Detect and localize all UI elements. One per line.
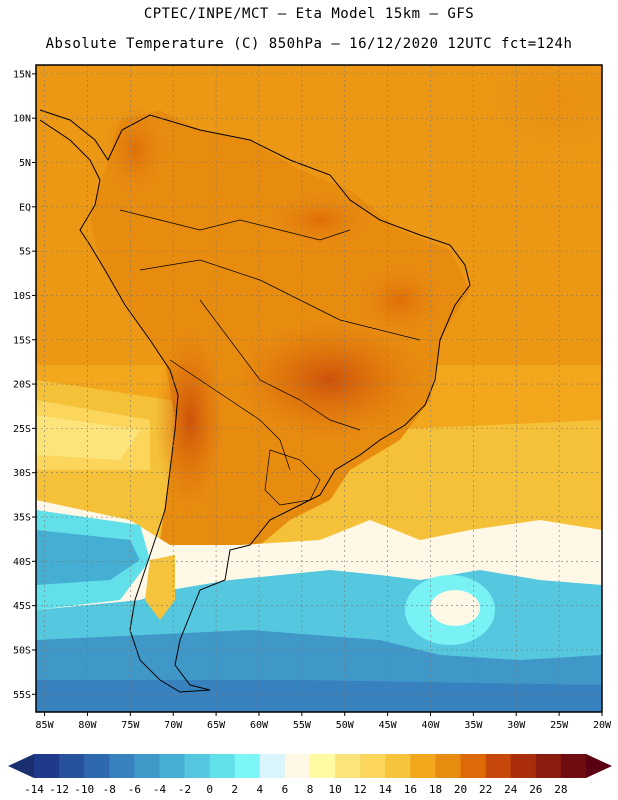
colorbar-tick-label: 6 [282, 783, 289, 796]
colorbar-tick-label: -4 [153, 783, 167, 796]
lat-label: 10S [13, 291, 31, 302]
lon-label: 50W [336, 720, 355, 731]
color-scale-legend: -14 -12 -10 -8 -6 -4 -2 0 2 4 6 8 10 12 14 16 18 20 22 24 26… [8, 754, 612, 796]
colorbar-tick-label: -14 [24, 783, 44, 796]
coastline [39, 109, 471, 693]
lon-label: 65W [207, 720, 226, 731]
colorbar-swatch [560, 754, 587, 778]
lon-label: 75W [121, 720, 140, 731]
lon-label: 35W [464, 720, 483, 731]
colorbar-tick-label: 2 [231, 783, 238, 796]
colorbar-swatch [310, 754, 336, 778]
colorbar-tick-label: -10 [74, 783, 94, 796]
colorbar-swatch [460, 754, 487, 778]
colorbar-left-arrow [8, 754, 34, 778]
temperature-map: 15N 10N 5N EQ 5S 10S 15S 20S 25S 30S 35S 40S 45S 50S 5… [13, 64, 612, 731]
lon-label: 25W [550, 720, 569, 731]
colorbar-swatch [510, 754, 537, 778]
colorbar-tick-label: 12 [354, 783, 367, 796]
colorbar-swatch [109, 754, 135, 778]
lat-label: 20S [13, 380, 31, 391]
lat-label: 15S [13, 335, 31, 346]
lat-label: 25S [13, 424, 31, 435]
colorbar-tick-label: 24 [504, 783, 518, 796]
lat-label: 40S [13, 557, 31, 568]
lat-label: 50S [13, 645, 31, 656]
colorbar-swatch [385, 754, 411, 778]
colorbar-tick-label: 28 [554, 783, 567, 796]
colorbar-tick-label: 20 [454, 783, 467, 796]
colorbar-swatch [84, 754, 110, 778]
lat-label: 55S [13, 690, 31, 701]
grid-lines [36, 65, 603, 712]
colorbar-tick-label: 22 [479, 783, 492, 796]
colorbar-swatch [435, 754, 462, 778]
colorbar-tick-label: -12 [49, 783, 69, 796]
lon-label: 60W [250, 720, 269, 731]
colorbar-swatch [259, 754, 286, 778]
lat-label: EQ [19, 202, 31, 213]
colorbar-tick-label: 16 [404, 783, 417, 796]
lon-label: 70W [164, 720, 183, 731]
colorbar-tick-label: -6 [128, 783, 141, 796]
colorbar-tick-label: 14 [379, 783, 393, 796]
colorbar-tick-label: 26 [529, 783, 542, 796]
lat-label: 5S [19, 247, 31, 258]
title-line-2: Absolute Temperature (C) 850hPa – 16/12/… [45, 36, 573, 52]
colorbar-swatch [535, 754, 562, 778]
map-frame [35, 64, 603, 713]
lat-label: 30S [13, 468, 31, 479]
latitude-labels: 15N 10N 5N EQ 5S 10S 15S 20S 25S 30S 35S 40S 45S 50S 5… [13, 69, 36, 701]
lat-label: 45S [13, 601, 31, 612]
longitude-labels: 85W 80W 75W 70W 65W 60W 55W 50W 45W 40W 35W 30W 25W 2… [36, 712, 612, 731]
lon-label: 40W [421, 720, 440, 731]
colorbar-tick-label: 10 [328, 783, 341, 796]
colorbar-swatch [209, 754, 236, 778]
colorbar-tick-label: 18 [429, 783, 442, 796]
colorbar-swatch [184, 754, 211, 778]
lat-label: 15N [13, 69, 31, 80]
lon-label: 20W [593, 720, 612, 731]
colorbar-tick-label: 4 [257, 783, 264, 796]
temperature-field [36, 65, 602, 712]
colorbar-swatch [34, 754, 60, 778]
colorbar-swatch [485, 754, 512, 778]
colorbar-tick-label: 0 [206, 783, 213, 796]
colorbar-swatch [59, 754, 85, 778]
colorbar-swatch [159, 754, 186, 778]
lat-label: 5N [19, 158, 31, 169]
lat-label: 10N [13, 114, 31, 125]
title-line-1: CPTEC/INPE/MCT – Eta Model 15km – GFS [143, 6, 475, 22]
lon-label: 30W [507, 720, 526, 731]
lon-label: 80W [78, 720, 97, 731]
colorbar-swatch [335, 754, 361, 778]
colorbar-tick-label: 8 [307, 783, 314, 796]
lat-label: 35S [13, 513, 31, 524]
lon-label: 55W [293, 720, 312, 731]
colorbar-swatch [410, 754, 436, 778]
lon-label: 85W [36, 720, 55, 731]
colorbar-tick-label: -2 [178, 783, 191, 796]
colorbar-swatch [360, 754, 386, 778]
colorbar-tick-label: -8 [103, 783, 116, 796]
colorbar-swatch [134, 754, 160, 778]
colorbar-swatch [234, 754, 261, 778]
colorbar-right-arrow [586, 754, 612, 778]
lon-label: 45W [379, 720, 398, 731]
colorbar-swatch [284, 754, 311, 778]
